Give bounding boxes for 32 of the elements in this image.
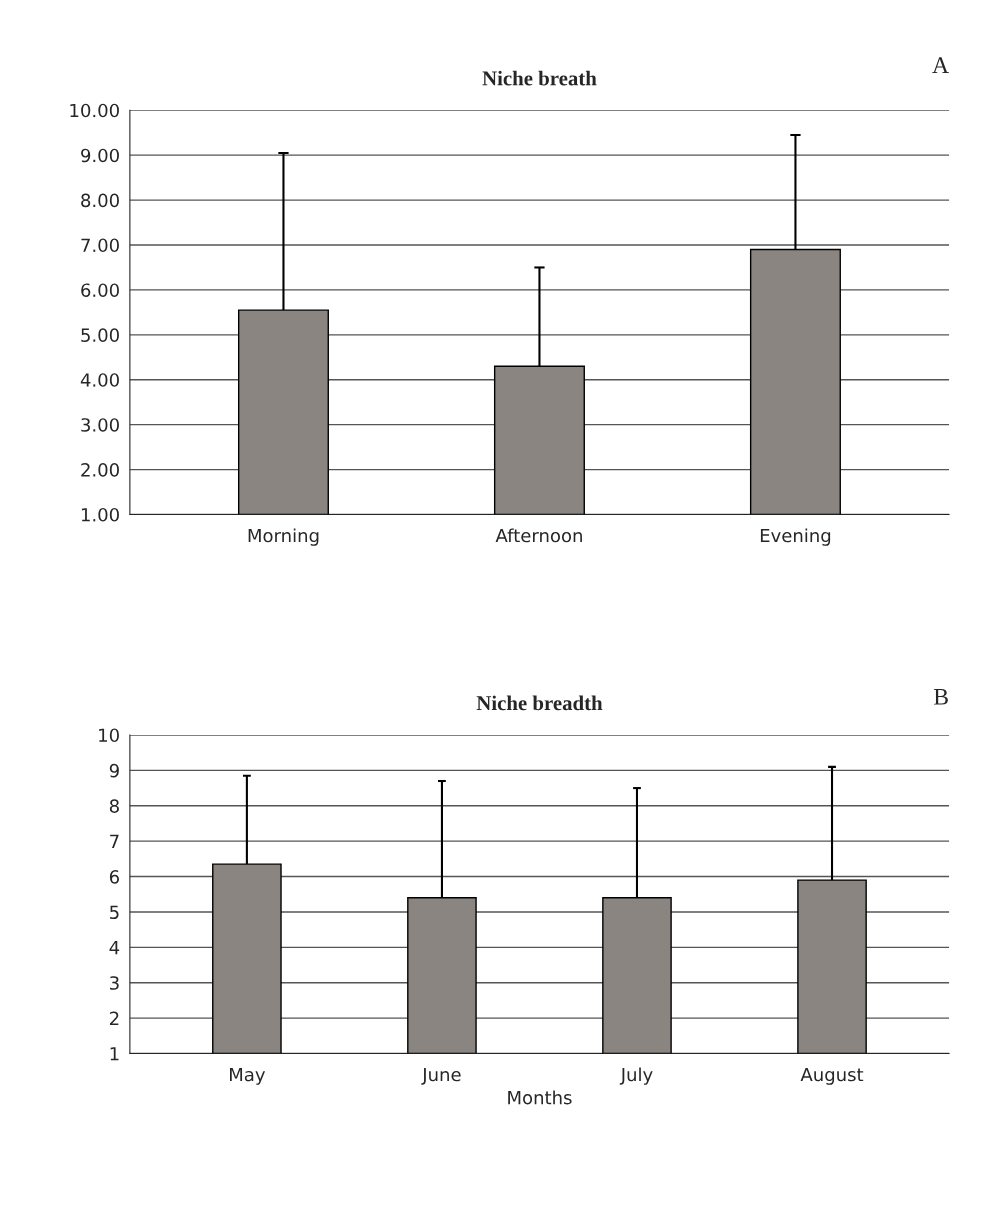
text: B: [933, 689, 948, 705]
x-tick-label: July: [619, 1067, 653, 1085]
x-tick-label: Afternoon: [495, 528, 582, 543]
y-tick-label: 3.00: [81, 418, 119, 432]
chart-title: Niche breadth: [476, 695, 603, 711]
y-tick-label: 4: [109, 941, 120, 955]
y-tick-label: 5: [110, 905, 119, 920]
y-tick-label: 8: [109, 799, 119, 813]
y-tick-label: 10: [99, 728, 119, 743]
y-tick-label: 9: [109, 763, 119, 778]
y-tick-label: 1.00: [81, 507, 119, 522]
y-tick-label: 2.00: [81, 463, 119, 477]
y-tick-label: 3: [110, 976, 119, 990]
y-tick-label: 2: [109, 1011, 119, 1025]
y-tick-label: 7: [110, 834, 119, 849]
chart-title: Niche breath: [482, 70, 597, 86]
y-tick-label: 6.00: [81, 283, 119, 298]
y-tick-label: 10.00: [70, 103, 119, 118]
y-tick-label: 7.00: [81, 238, 119, 253]
y-tick-label: 4.00: [80, 373, 119, 387]
text: A: [932, 57, 949, 73]
x-tick-label: June: [421, 1067, 461, 1085]
y-tick-label: 6: [109, 870, 120, 884]
y-tick-label: 9.00: [81, 148, 119, 163]
x-axis-title: Months: [508, 1090, 572, 1105]
y-tick-label: 1: [110, 1047, 119, 1061]
y-tick-label: 5.00: [81, 328, 119, 342]
x-tick-label: Morning: [248, 528, 319, 546]
x-tick-label: May: [230, 1067, 266, 1085]
x-tick-label: Evening: [760, 528, 831, 546]
x-tick-label: August: [800, 1067, 864, 1085]
y-tick-label: 8.00: [81, 193, 119, 208]
